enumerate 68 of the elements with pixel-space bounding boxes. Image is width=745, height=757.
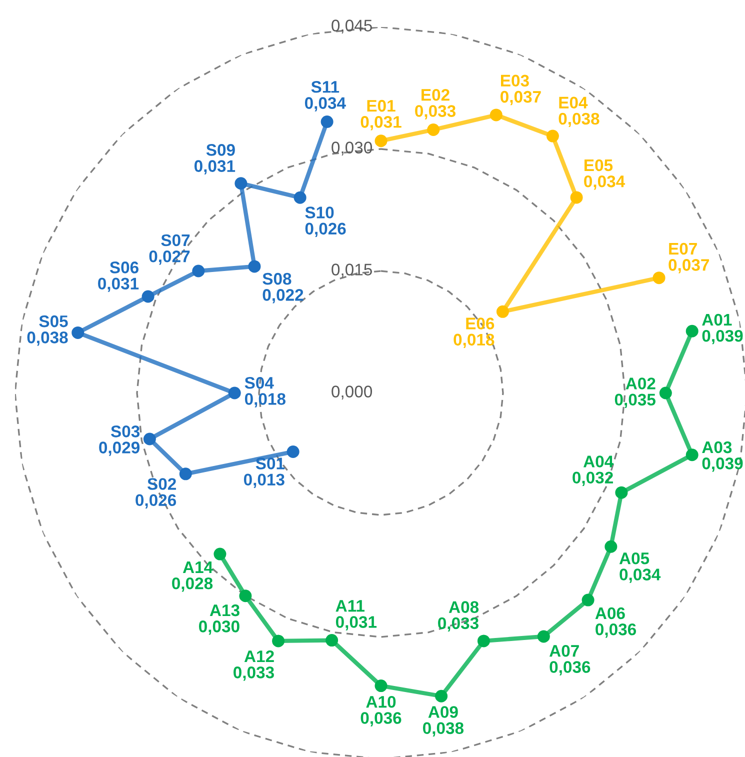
data-label: 0,031	[360, 116, 402, 130]
spoke-label: A13	[210, 604, 240, 616]
data-label: 0,032	[572, 472, 613, 486]
data-label: 0,022	[262, 289, 304, 304]
data-label: 0,031	[336, 616, 377, 630]
spoke-label: E03	[500, 74, 529, 87]
data-label: 0,033	[438, 617, 478, 632]
spoke-label: S09	[206, 144, 235, 156]
spoke-label: S11	[311, 81, 340, 93]
spoke-label: A02	[626, 378, 656, 390]
spoke-label: A07	[549, 644, 579, 657]
spoke-label: E06	[466, 318, 494, 330]
spoke-label: A14	[182, 562, 214, 573]
spoke-label: E04	[559, 96, 588, 108]
data-label: 0,035	[614, 394, 656, 408]
data-label: 0,026	[136, 494, 176, 508]
spoke-label: A11	[336, 600, 364, 612]
data-label: 0,018	[454, 334, 494, 348]
data-label: 0,027	[149, 250, 190, 265]
spoke-label: A09	[428, 706, 458, 718]
spoke-label: S08	[262, 272, 292, 285]
spoke-label: E05	[584, 159, 613, 172]
y-tick-label: 0,000	[332, 386, 372, 400]
spoke-label: E02	[422, 88, 450, 101]
spoke-label: S10	[305, 206, 334, 218]
data-label: 0,037	[500, 90, 541, 106]
spoke-label: S01	[256, 458, 285, 470]
data-label: 0,031	[98, 278, 139, 292]
spoke-label: A03	[702, 441, 732, 454]
spoke-label: S04	[244, 376, 274, 389]
spoke-label: S05	[39, 315, 68, 328]
data-label: 0,038	[558, 112, 600, 128]
data-label: 0,039	[702, 330, 743, 344]
data-label: 0,036	[360, 712, 402, 726]
data-label: 0,018	[244, 393, 286, 408]
data-label: 0,013	[244, 474, 284, 488]
data-label: 0,038	[27, 332, 68, 346]
y-tick-label: 0,015	[332, 264, 372, 278]
data-label: 0,031	[194, 160, 236, 174]
spoke-label: A10	[366, 696, 396, 708]
data-label: 0,033	[234, 666, 274, 681]
data-label: 0,036	[596, 623, 636, 638]
spoke-label: A06	[595, 607, 625, 620]
spoke-label: E01	[367, 100, 396, 112]
spoke-label: S07	[161, 234, 190, 246]
data-label: 0,033	[415, 105, 456, 120]
data-label: 0,028	[172, 577, 213, 592]
y-tick-label: 0,030	[332, 142, 372, 156]
data-label: 0,038	[423, 722, 464, 736]
spoke-label: A08	[448, 601, 479, 613]
spoke-label: A04	[583, 456, 614, 468]
spoke-label: S03	[110, 426, 140, 438]
spoke-label: A12	[244, 650, 274, 662]
y-tick-label: 0,045	[332, 20, 372, 34]
data-label: 0,029	[99, 442, 140, 456]
data-label: 0,034	[620, 568, 661, 583]
spoke-label: A01	[702, 314, 732, 326]
data-label: 0,039	[702, 458, 743, 472]
data-label: 0,036	[550, 661, 590, 676]
spoke-label: E07	[669, 242, 697, 255]
data-label: 0,034	[584, 175, 626, 190]
data-label: 0,030	[198, 620, 240, 635]
data-label: 0,034	[304, 97, 346, 112]
data-label: 0,026	[305, 222, 346, 237]
spoke-label: S06	[110, 262, 138, 274]
data-label: 0,037	[668, 259, 709, 274]
spoke-label: A05	[619, 552, 650, 564]
spoke-label: S02	[147, 478, 176, 490]
